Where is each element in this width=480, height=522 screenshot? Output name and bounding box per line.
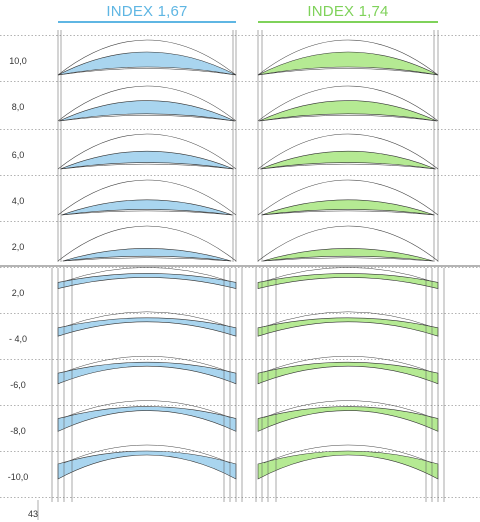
- reference-arc: [57, 85, 237, 122]
- back-surface-curve: [59, 115, 235, 122]
- row-label: 6,0: [11, 150, 25, 160]
- header-underline-right: [258, 21, 438, 23]
- reference-arc: [63, 400, 231, 418]
- reference-arc: [263, 444, 433, 464]
- row-label: 10,0: [9, 56, 27, 66]
- minus-lens-shape: [57, 317, 237, 337]
- back-surface-curve: [262, 257, 434, 262]
- back-surface-curve: [57, 68, 237, 76]
- reference-arc: [257, 225, 439, 262]
- row-label: -8,0: [10, 426, 26, 436]
- header-index-167: INDEX 1,67: [106, 3, 188, 20]
- reference-arc: [263, 400, 433, 418]
- back-surface-curve: [60, 163, 234, 170]
- reference-arc: [263, 267, 433, 282]
- reference-arc: [57, 39, 237, 76]
- reference-arc: [257, 179, 439, 216]
- back-surface-curve: [259, 115, 437, 122]
- reference-arc: [57, 133, 237, 170]
- reference-arc: [263, 311, 433, 328]
- reference-arc: [57, 179, 237, 216]
- reference-arc: [63, 355, 231, 373]
- reference-arc: [63, 311, 231, 328]
- reference-arc: [63, 267, 231, 282]
- minus-lens-shape: [57, 273, 237, 289]
- minus-lens-shape: [257, 273, 439, 289]
- back-surface-curve: [257, 68, 439, 76]
- header-underline-left: [58, 21, 236, 23]
- reference-arc: [257, 39, 439, 76]
- back-surface-curve: [260, 163, 436, 170]
- back-surface-curve: [61, 210, 233, 216]
- reference-arc: [257, 133, 439, 170]
- header-index-174: INDEX 1,74: [307, 3, 389, 20]
- reference-arc: [63, 444, 231, 464]
- page-number: 43: [28, 509, 39, 519]
- row-label: - 4,0: [8, 334, 27, 344]
- reference-arc: [257, 85, 439, 122]
- row-label: 4,0: [11, 196, 25, 206]
- reference-arc: [263, 355, 433, 373]
- row-label: 2,0: [11, 288, 25, 298]
- row-label: 2,0: [11, 242, 25, 252]
- reference-arc: [57, 225, 237, 262]
- row-label: -6,0: [10, 380, 26, 390]
- row-label: -10,0: [7, 472, 29, 482]
- row-label: 8,0: [11, 102, 25, 112]
- minus-lens-shape: [257, 317, 439, 337]
- back-surface-curve: [62, 257, 232, 262]
- back-surface-curve: [261, 210, 435, 216]
